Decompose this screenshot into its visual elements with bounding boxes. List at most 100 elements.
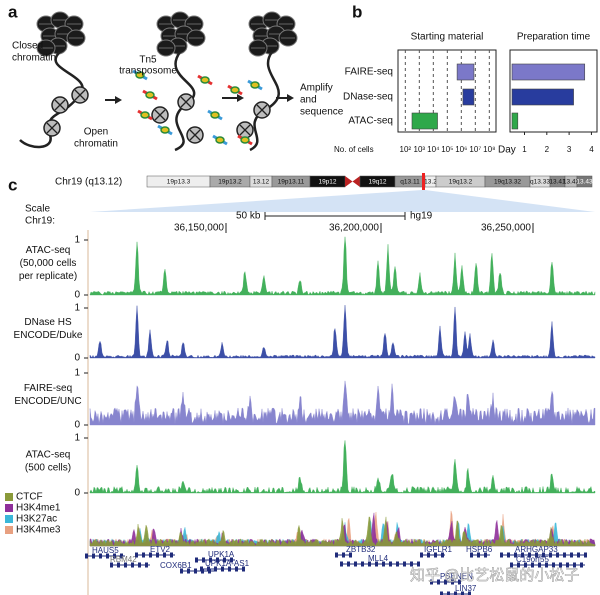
exon: [538, 562, 541, 568]
exon: [156, 552, 159, 558]
label: Tn5: [139, 55, 157, 66]
y-tick-label: 1: [74, 368, 80, 379]
x-tick-label: 10⁶: [455, 145, 467, 154]
gene-label: UPK1A-AS1: [205, 559, 250, 568]
coordinate: 36,200,000: [329, 223, 379, 234]
exon: [528, 552, 531, 558]
scale-bar-label: 50 kb: [236, 211, 261, 222]
legend-swatch: [5, 493, 13, 501]
exon: [417, 561, 420, 567]
exon: [514, 552, 517, 558]
y-tick-label: 0: [74, 488, 80, 499]
band-label: 13.42: [563, 179, 580, 186]
gene-label: ZBTB32: [346, 545, 376, 554]
exon: [207, 566, 210, 572]
gene-label: C19orf55: [516, 555, 549, 564]
exon: [396, 561, 399, 567]
nucleosome-cross: [180, 96, 192, 108]
tn5: [210, 111, 220, 119]
exon: [559, 562, 562, 568]
nucleosome-cross: [256, 104, 268, 116]
exon: [92, 553, 95, 559]
exon: [170, 552, 173, 558]
label: per replicate): [19, 271, 77, 282]
nucleosome-cross: [74, 89, 86, 101]
exon: [437, 579, 440, 585]
exon: [216, 557, 219, 563]
panel-label: c: [8, 175, 17, 194]
panel-label: b: [352, 2, 362, 21]
exon: [451, 579, 454, 585]
watermark: 知乎 @比艺松鼠的小松子: [410, 567, 579, 584]
arrow-head: [287, 94, 294, 102]
region-label: Chr19 (q13.12): [55, 177, 122, 188]
exon: [223, 557, 226, 563]
exon: [85, 553, 88, 559]
exon: [517, 562, 520, 568]
exon: [120, 553, 123, 559]
exon: [195, 557, 198, 563]
plot-frame: [509, 49, 598, 133]
exon: [340, 561, 343, 567]
band-label: 13.43: [576, 179, 593, 186]
tn5: [145, 91, 155, 99]
exon: [552, 562, 555, 568]
label: chromatin: [12, 53, 56, 64]
bar: [511, 112, 519, 130]
label: Open: [84, 127, 108, 138]
band-label: q13.33: [530, 179, 550, 186]
bar: [462, 88, 475, 106]
exon: [375, 561, 378, 567]
label: DNase HS: [24, 317, 72, 328]
x-tick-label: 10⁴: [427, 145, 440, 154]
dna: [249, 51, 280, 152]
x-tick-label: 2: [545, 145, 550, 154]
nucleosome-cross: [239, 124, 251, 136]
label: ENCODE/UNC: [14, 396, 81, 407]
gene-label: PSENEN: [440, 572, 473, 581]
band-label: 19p12: [318, 179, 336, 186]
exon: [138, 562, 141, 568]
nucleosome-cross: [54, 99, 66, 111]
x-tick-label: 10⁸: [483, 145, 495, 154]
label: Chr19:: [25, 216, 55, 227]
label: Closed: [12, 41, 43, 52]
panel-label: a: [8, 2, 18, 21]
label: transposome: [119, 66, 177, 77]
label: (50,000 cells: [20, 258, 77, 269]
exon: [545, 562, 548, 568]
gene-label: RBM42: [110, 555, 137, 564]
exon: [131, 562, 134, 568]
label: ENCODE/Duke: [14, 330, 83, 341]
exon: [235, 566, 238, 572]
exon: [580, 562, 583, 568]
tn5: [250, 81, 260, 89]
exon: [368, 561, 371, 567]
exon: [230, 557, 233, 563]
gene-label: UPK1A: [208, 550, 235, 559]
chart-title: Preparation time: [517, 32, 591, 43]
band-label: 19p13.11: [278, 179, 305, 186]
arrow-head: [237, 94, 244, 102]
row-label: FAIRE-seq: [345, 67, 393, 78]
label: Scale: [25, 204, 50, 215]
exon: [187, 568, 190, 574]
exon: [106, 553, 109, 559]
legend-swatch: [5, 526, 13, 534]
exon: [470, 552, 473, 558]
tn5: [230, 86, 240, 94]
exon: [441, 552, 444, 558]
exon: [214, 566, 217, 572]
row-label: ATAC-seq: [348, 116, 393, 127]
exon: [510, 562, 513, 568]
nucleosome-cross: [154, 109, 166, 121]
bar: [411, 112, 438, 130]
band-label: q13.11: [400, 179, 420, 186]
y-tick-label: 1: [74, 433, 80, 444]
band-label: 13.41: [549, 179, 566, 186]
tn5: [200, 76, 210, 84]
gene-label: IGFLR1: [424, 545, 453, 554]
axis-label: Day: [498, 145, 516, 156]
exon: [430, 579, 433, 585]
signal: [89, 380, 596, 426]
